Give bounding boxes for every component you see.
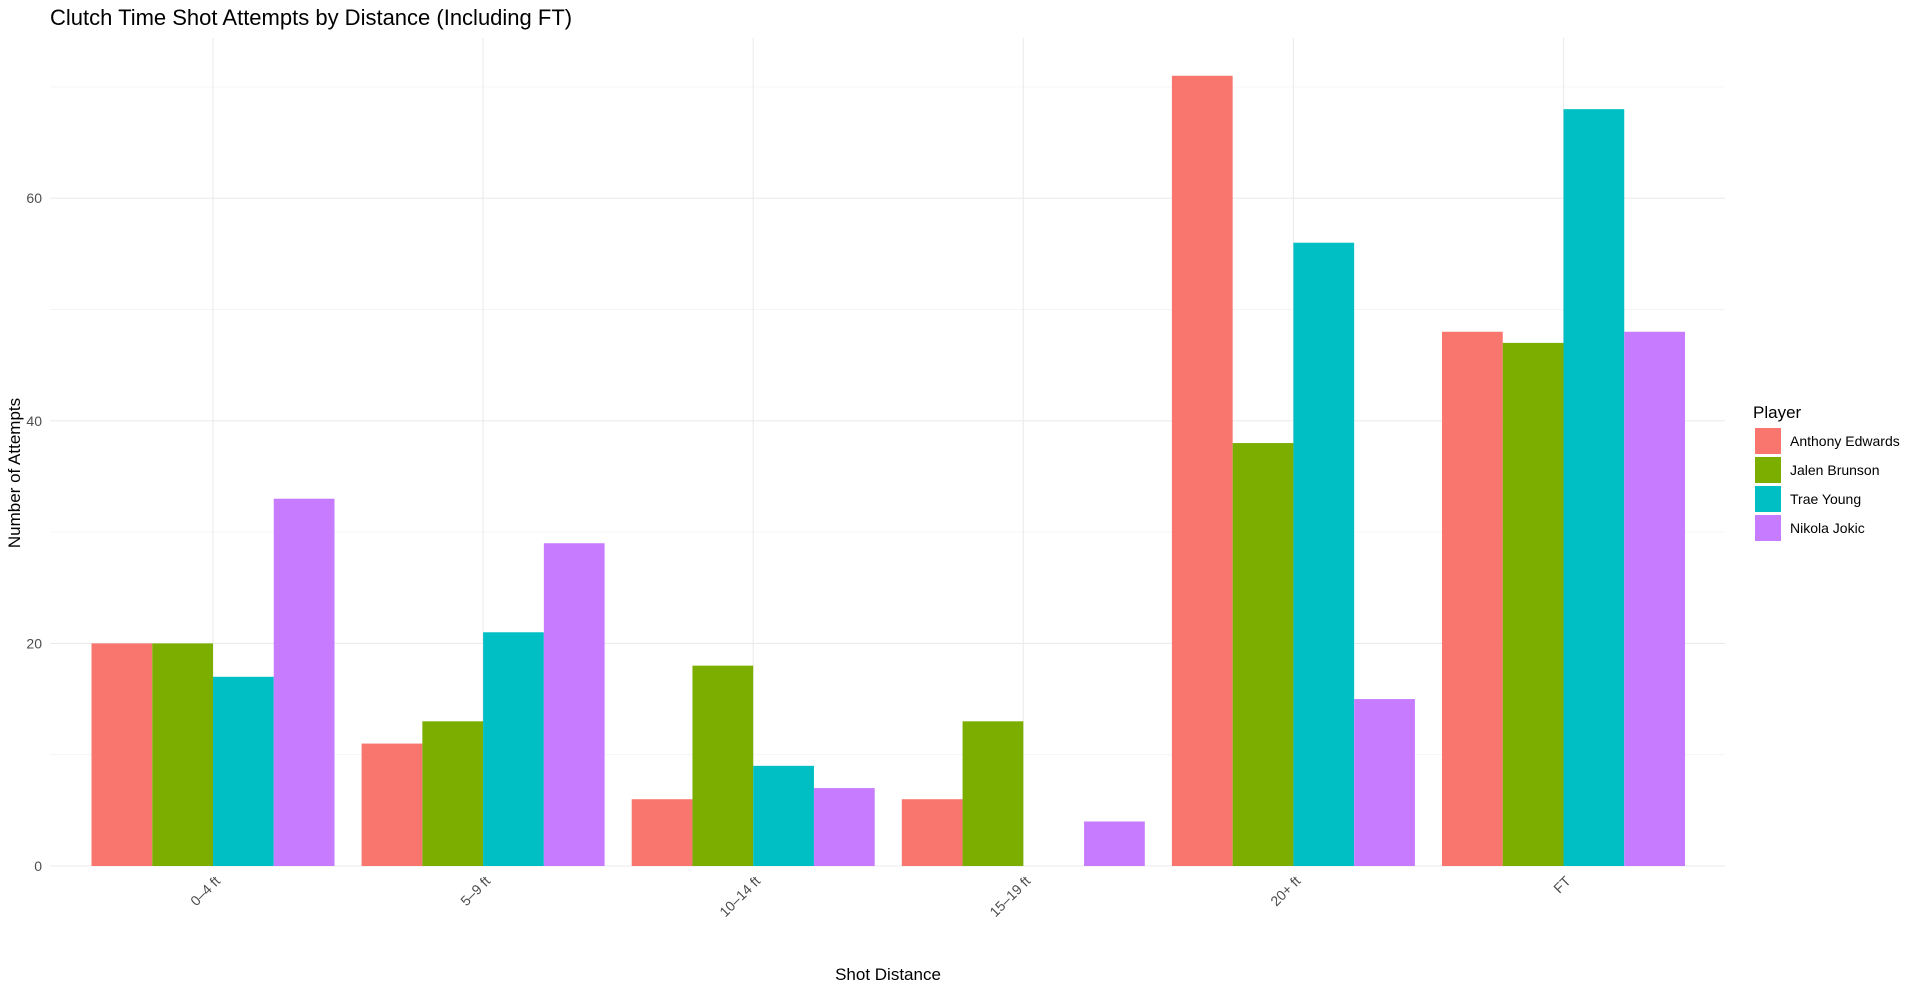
- bars: [91, 75, 1685, 867]
- bar-anthony-edwards-ft: [1442, 331, 1503, 866]
- x-tick-label: 10–14 ft: [716, 873, 763, 920]
- y-tick-label: 40: [26, 413, 42, 429]
- x-tick-label: 20+ ft: [1267, 873, 1303, 909]
- bar-nikola-jokic-0-4-ft: [273, 498, 335, 866]
- bar-nikola-jokic-15-19-ft: [1084, 821, 1145, 866]
- bar-nikola-jokic-5-9-ft: [543, 543, 605, 866]
- chart-title: Clutch Time Shot Attempts by Distance (I…: [50, 5, 572, 30]
- y-axis-ticks: 0 20 40 60: [26, 190, 42, 874]
- x-tick-label: 5–9 ft: [457, 873, 493, 909]
- bar-anthony-edwards-15-19-ft: [901, 799, 963, 866]
- x-axis-title: Shot Distance: [835, 965, 941, 982]
- legend-label-anthony-edwards: Anthony Edwards: [1790, 433, 1900, 449]
- legend-key-anthony-edwards: [1755, 428, 1781, 454]
- bar-jalen-brunson-ft: [1502, 342, 1564, 866]
- legend-title: Player: [1753, 403, 1802, 422]
- legend-key-trae-young: [1755, 486, 1781, 512]
- legend-label-nikola-jokic: Nikola Jokic: [1790, 520, 1865, 536]
- bar-jalen-brunson-20-ft: [1232, 443, 1294, 866]
- x-tick-label: 0–4 ft: [187, 873, 223, 909]
- y-axis-title: Number of Attempts: [5, 398, 24, 548]
- bar-anthony-edwards-20-ft: [1171, 75, 1233, 866]
- bar-anthony-edwards-10-14-ft: [631, 799, 693, 866]
- bar-trae-young-ft: [1563, 109, 1625, 866]
- bar-trae-young-0-4-ft: [213, 676, 274, 866]
- legend-key-nikola-jokic: [1755, 515, 1781, 541]
- bar-jalen-brunson-5-9-ft: [422, 721, 484, 866]
- y-tick-label: 0: [34, 858, 42, 874]
- bar-trae-young-5-9-ft: [483, 632, 544, 866]
- bar-trae-young-20-ft: [1293, 242, 1355, 867]
- x-axis-ticks: 0–4 ft 5–9 ft 10–14 ft 15–19 ft 20+ ft FT: [187, 872, 1574, 919]
- bar-trae-young-10-14-ft: [753, 765, 814, 866]
- x-tick-label: 15–19 ft: [986, 873, 1033, 920]
- bar-jalen-brunson-15-19-ft: [962, 721, 1024, 866]
- bar-jalen-brunson-10-14-ft: [692, 665, 754, 866]
- legend-key-jalen-brunson: [1755, 457, 1781, 483]
- bar-jalen-brunson-0-4-ft: [152, 643, 213, 866]
- legend-label-trae-young: Trae Young: [1790, 491, 1861, 507]
- bar-nikola-jokic-10-14-ft: [813, 788, 875, 866]
- bar-anthony-edwards-0-4-ft: [91, 643, 153, 866]
- legend-label-jalen-brunson: Jalen Brunson: [1790, 462, 1880, 478]
- bar-nikola-jokic-ft: [1624, 331, 1685, 866]
- bar-anthony-edwards-5-9-ft: [361, 743, 423, 866]
- bar-nikola-jokic-20-ft: [1354, 699, 1415, 866]
- y-tick-label: 60: [26, 190, 42, 206]
- x-tick-label: FT: [1550, 872, 1574, 896]
- y-tick-label: 20: [26, 635, 42, 651]
- legend: Player Anthony Edwards Jalen Brunson Trae …: [1753, 403, 1900, 541]
